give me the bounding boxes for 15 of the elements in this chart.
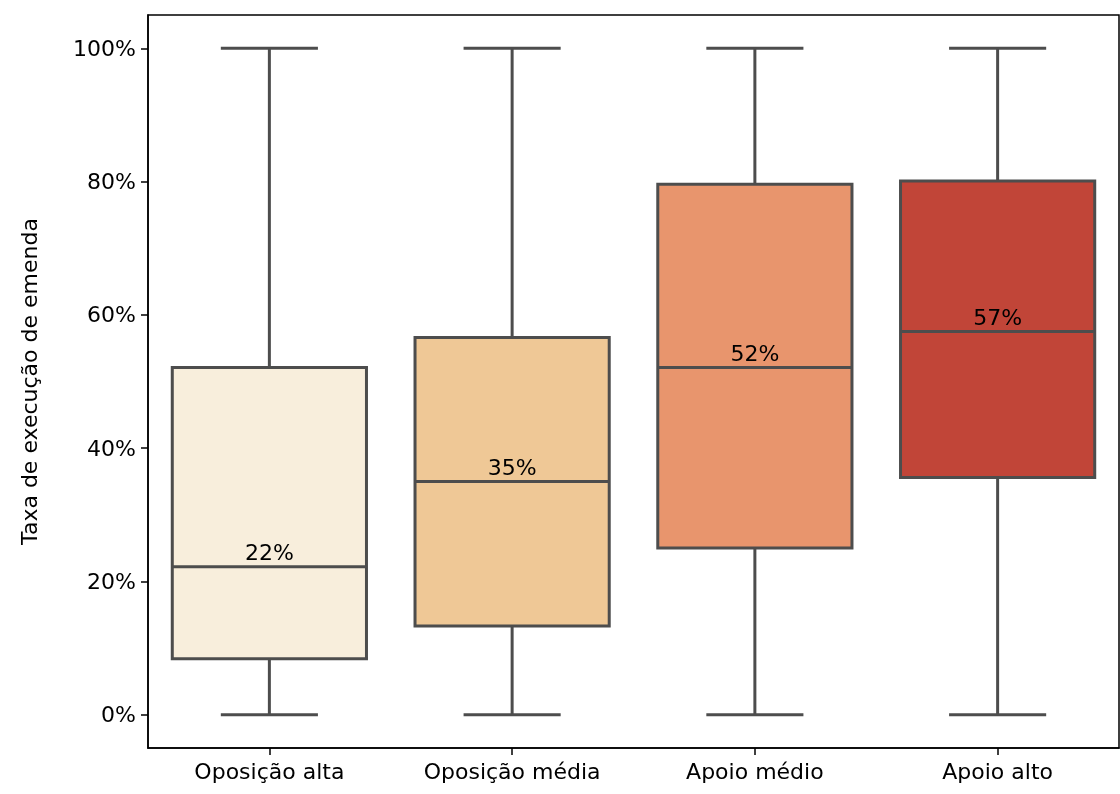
- y-tick-label: 0%: [101, 702, 136, 728]
- y-tick-label: 60%: [87, 302, 136, 328]
- y-tick-label: 100%: [73, 35, 136, 61]
- y-axis-title: Taxa de execução de emenda: [16, 218, 42, 546]
- text: 57%: [973, 305, 1023, 331]
- text: 52%: [730, 341, 780, 367]
- text: 22%: [244, 540, 294, 566]
- text: 35%: [487, 454, 537, 480]
- y-tick-label: 20%: [87, 568, 136, 594]
- x-tick-label: Apoio alto: [942, 758, 1053, 784]
- y-tick-label: 80%: [87, 169, 136, 195]
- x-tick-label: Apoio médio: [686, 758, 824, 784]
- y-tick-label: 40%: [87, 435, 136, 461]
- x-tick-label: Oposição alta: [194, 758, 345, 784]
- x-tick-label: Oposição média: [423, 758, 601, 784]
